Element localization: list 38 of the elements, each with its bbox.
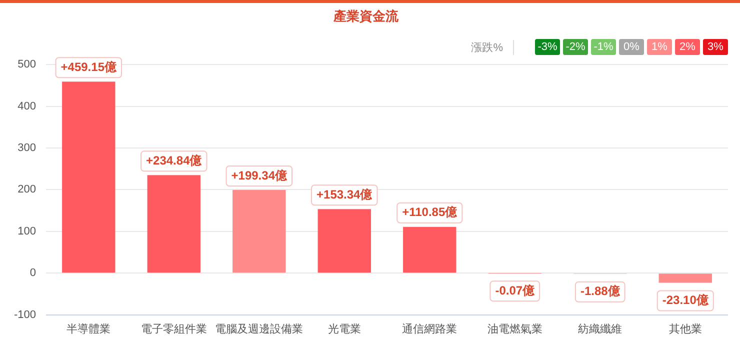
- y-tick-label: 100: [18, 225, 36, 238]
- y-tick-label: -100: [14, 308, 36, 321]
- data-label: +110.85億: [402, 205, 458, 220]
- data-label: -0.07億: [495, 283, 536, 298]
- data-label: +234.84億: [146, 153, 203, 168]
- y-tick-label: 0: [30, 267, 36, 280]
- data-label: +459.15億: [60, 60, 118, 74]
- bar: [318, 209, 371, 273]
- x-tick-label: 其他業: [668, 322, 702, 336]
- text: 漲跌%: [471, 40, 514, 54]
- bar: [62, 82, 116, 273]
- text: -1%: [591, 39, 616, 55]
- text: 0%: [619, 39, 644, 55]
- text: 3%: [703, 39, 728, 55]
- data-label: +199.34億: [231, 168, 288, 182]
- x-tick-label: 電腦及週邊設備業: [215, 322, 304, 336]
- y-tick-label: 400: [18, 100, 36, 112]
- x-tick-label: 半導體業: [66, 322, 111, 336]
- y-tick-label: 300: [18, 142, 36, 154]
- x-tick-label: 電子零組件業: [140, 323, 207, 336]
- data-label: +153.34億: [316, 187, 374, 202]
- text: -3%: [535, 39, 560, 55]
- text: -2%: [563, 39, 588, 55]
- x-tick-label: 油電燃氣業: [487, 322, 542, 336]
- text: 2%: [675, 39, 700, 55]
- x-tick-label: 紡織纖維: [578, 322, 622, 336]
- y-tick-label: 200: [18, 184, 36, 196]
- text: 1%: [647, 39, 672, 55]
- x-tick-label: 通信網路業: [402, 322, 458, 336]
- data-label: -1.88億: [580, 284, 621, 298]
- y-tick-label: 500: [18, 58, 36, 71]
- data-label: -23.10億: [662, 293, 710, 308]
- bar: [147, 175, 200, 273]
- bar: [658, 274, 712, 283]
- chart-title: 產業資金流: [332, 8, 400, 24]
- x-tick-label: 光電業: [328, 322, 361, 336]
- bar: [232, 190, 286, 273]
- bar: [403, 226, 456, 273]
